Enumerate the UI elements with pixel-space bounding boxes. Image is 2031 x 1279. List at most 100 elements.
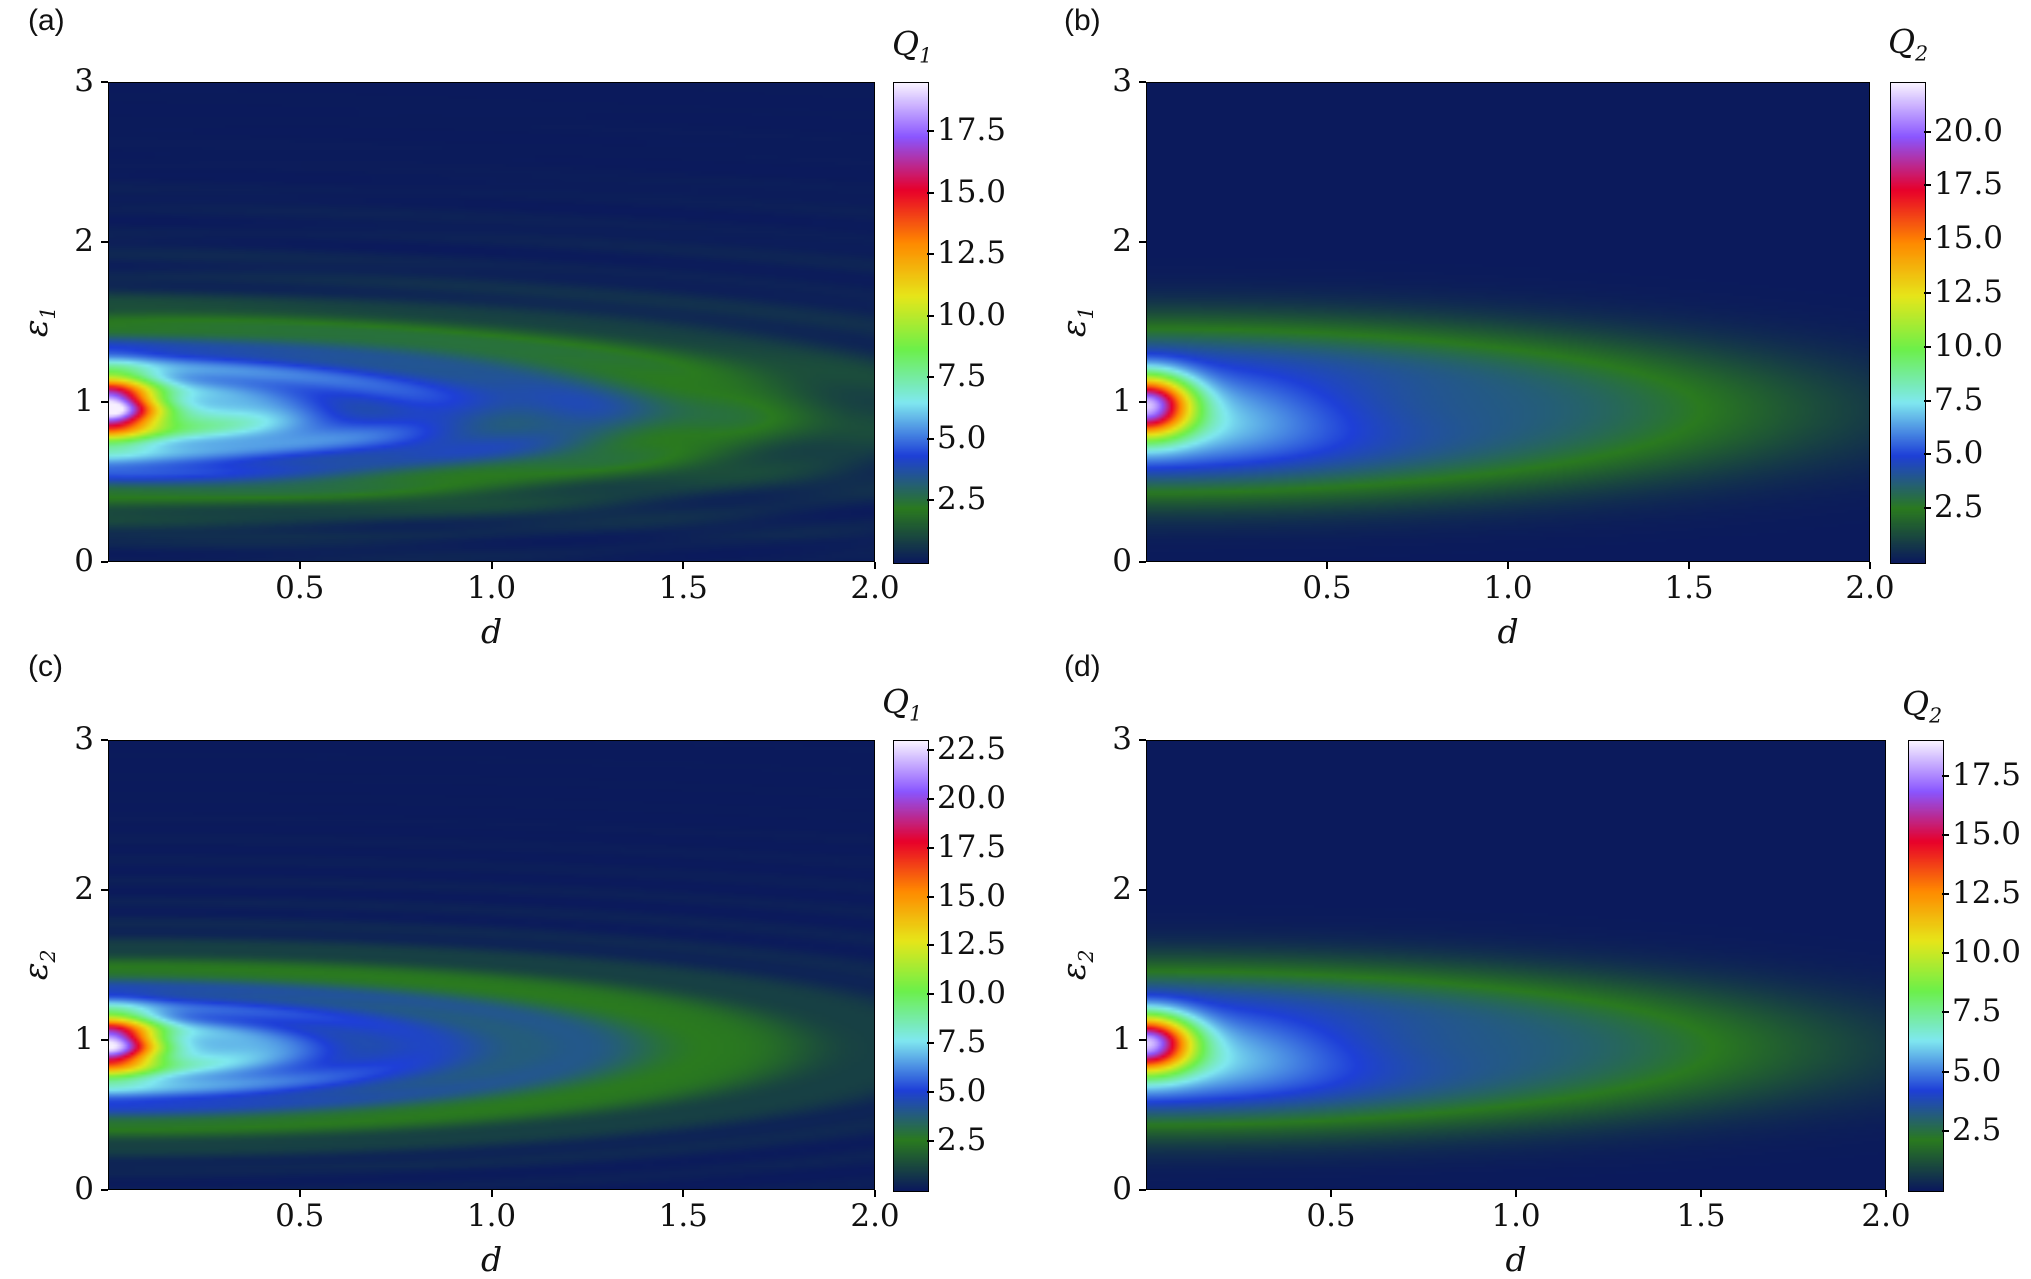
colorbar-title: Q1 <box>882 682 922 726</box>
y-tick-mark <box>101 241 108 243</box>
x-tick-label: 2.0 <box>1845 570 1895 606</box>
x-tick-label: 2.0 <box>850 570 900 606</box>
x-tick-mark <box>682 1190 685 1197</box>
colorbar-tick-label: 7.5 <box>937 358 987 395</box>
x-tick-mark <box>1515 1190 1517 1197</box>
colorbar-tick-mark <box>927 1091 934 1094</box>
y-axis-symbol: ε <box>1054 319 1094 338</box>
y-tick-label: 3 <box>1112 63 1132 99</box>
y-tick-mark <box>1139 401 1146 403</box>
panel-label: (a) <box>28 4 65 37</box>
panel-label: (b) <box>1064 4 1101 37</box>
colorbar-tick-mark <box>927 993 934 996</box>
colorbar-tick-label: 12.5 <box>937 235 1007 272</box>
colorbar-tick-mark <box>927 437 934 440</box>
colorbar-tick-label: 17.5 <box>937 112 1007 149</box>
colorbar-tick-mark <box>1924 345 1931 348</box>
y-tick-label: 2 <box>74 871 94 907</box>
y-tick-mark <box>1139 889 1146 891</box>
y-tick-mark <box>101 1189 108 1191</box>
panel-label: (c) <box>28 650 63 683</box>
y-tick-label: 3 <box>1112 721 1132 757</box>
colorbar-tick-label: 17.5 <box>937 828 1007 865</box>
colorbar-tick-mark <box>927 253 934 256</box>
x-axis-title: d <box>1505 1240 1527 1279</box>
colorbar-tick-mark <box>927 191 934 194</box>
y-tick-label: 1 <box>74 1021 94 1057</box>
y-tick-mark <box>1139 561 1146 563</box>
colorbar-tick-mark <box>1942 1011 1949 1014</box>
colorbar-tick-mark <box>1924 507 1931 510</box>
colorbar-tick-label: 15.0 <box>937 173 1007 210</box>
x-tick-label: 1.0 <box>466 1198 517 1234</box>
colorbar-subscript: 2 <box>1915 41 1929 66</box>
y-tick-label: 0 <box>1112 543 1132 579</box>
x-tick-label: 0.5 <box>1302 570 1352 606</box>
y-axis-title: ε2 <box>1054 935 1098 995</box>
colorbar-tick-label: 2.5 <box>937 481 987 518</box>
colorbar-tick-label: 7.5 <box>1952 993 2002 1030</box>
y-tick-label: 0 <box>1112 1171 1132 1207</box>
x-tick-label: 1.0 <box>466 570 517 606</box>
colorbar-tick-label: 12.5 <box>937 926 1007 963</box>
x-tick-label: 1.5 <box>658 1198 708 1234</box>
x-tick-label: 0.5 <box>275 1198 325 1234</box>
heatmap-image <box>1146 82 1870 562</box>
y-tick-mark <box>1139 1189 1146 1191</box>
x-tick-mark <box>490 1190 493 1197</box>
colorbar-title: Q2 <box>1902 684 1942 728</box>
colorbar-tick-mark <box>927 1042 934 1045</box>
x-axis-title: d <box>480 1240 503 1279</box>
x-tick-mark <box>1700 1190 1702 1197</box>
x-tick-mark <box>298 1190 301 1197</box>
x-tick-label: 1.5 <box>1676 1198 1726 1234</box>
colorbar-tick-label: 17.5 <box>1952 756 2022 793</box>
x-tick-mark <box>1688 562 1690 569</box>
x-tick-mark <box>874 562 876 569</box>
x-tick-mark <box>1885 1190 1887 1197</box>
colorbar-tick-mark <box>1924 238 1931 241</box>
colorbar-tick-label: 15.0 <box>1952 815 2022 852</box>
colorbar-tick-mark <box>927 846 934 849</box>
y-axis-title: ε1 <box>16 292 60 352</box>
colorbar-tick-mark <box>1942 833 1949 836</box>
x-tick-label: 0.5 <box>1306 1198 1356 1234</box>
colorbar-tick-label: 22.5 <box>937 730 1007 767</box>
colorbar-tick-label: 17.5 <box>1934 166 2004 203</box>
colorbar <box>893 82 929 564</box>
colorbar-tick-mark <box>1942 1129 1949 1132</box>
colorbar <box>1908 740 1944 1192</box>
colorbar-tick-mark <box>1924 399 1931 402</box>
x-tick-label: 1.5 <box>658 570 708 606</box>
colorbar-tick-label: 10.0 <box>1952 934 2022 971</box>
y-axis-symbol: ε <box>1054 962 1094 981</box>
colorbar-tick-mark <box>1942 952 1949 955</box>
x-tick-mark <box>1326 562 1328 569</box>
y-tick-mark <box>101 401 108 403</box>
colorbar-tick-label: 10.0 <box>937 975 1007 1012</box>
colorbar-tick-mark <box>927 314 934 317</box>
y-tick-mark <box>1139 739 1146 741</box>
colorbar-subscript: 1 <box>919 43 933 68</box>
y-axis-subscript: 2 <box>1073 949 1098 963</box>
colorbar-tick-mark <box>927 944 934 947</box>
y-tick-label: 0 <box>74 1171 94 1207</box>
y-axis-symbol: ε <box>16 962 56 981</box>
panel-label: (d) <box>1064 650 1101 683</box>
y-axis-subscript: 1 <box>35 306 60 320</box>
x-axis-title: d <box>480 612 503 651</box>
colorbar-tick-label: 2.5 <box>1934 489 1984 526</box>
x-tick-mark <box>1507 562 1509 569</box>
colorbar-tick-mark <box>927 376 934 379</box>
y-tick-label: 2 <box>74 223 94 259</box>
y-axis-title: ε1 <box>1054 292 1098 352</box>
colorbar-tick-mark <box>927 1140 934 1143</box>
colorbar-tick-label: 2.5 <box>937 1122 987 1159</box>
y-tick-mark <box>101 1039 108 1041</box>
y-axis-symbol: ε <box>16 319 56 338</box>
colorbar-symbol: Q <box>892 24 920 63</box>
colorbar-tick-label: 7.5 <box>1934 381 1984 418</box>
colorbar <box>893 740 929 1192</box>
heatmap-image <box>108 82 875 562</box>
colorbar-tick-label: 10.0 <box>937 296 1007 333</box>
